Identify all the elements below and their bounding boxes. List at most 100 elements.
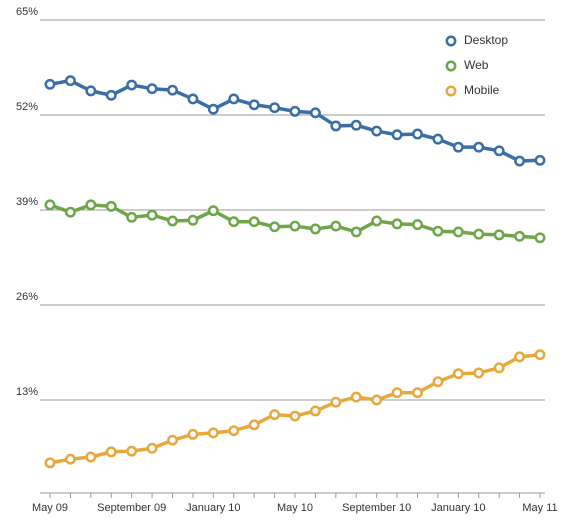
data-point bbox=[207, 427, 219, 439]
data-point bbox=[514, 155, 526, 167]
data-point bbox=[350, 119, 362, 131]
data-point bbox=[248, 216, 260, 228]
x-tick-label: May 09 bbox=[32, 502, 68, 514]
series bbox=[44, 75, 546, 167]
data-point bbox=[248, 419, 260, 431]
data-point bbox=[85, 85, 97, 97]
data-point bbox=[514, 230, 526, 242]
data-point bbox=[350, 226, 362, 238]
y-tick-label: 39% bbox=[16, 196, 38, 208]
data-point bbox=[146, 442, 158, 454]
data-point bbox=[330, 396, 342, 408]
data-point bbox=[146, 209, 158, 221]
legend-label: Desktop bbox=[464, 33, 508, 47]
data-point bbox=[309, 405, 321, 417]
data-point bbox=[514, 351, 526, 363]
data-point bbox=[187, 428, 199, 440]
data-point bbox=[64, 453, 76, 465]
data-point bbox=[44, 78, 56, 90]
data-point bbox=[432, 376, 444, 388]
data-point bbox=[105, 200, 117, 212]
data-point bbox=[493, 229, 505, 241]
data-point bbox=[187, 93, 199, 105]
legend-marker bbox=[445, 85, 457, 97]
data-point bbox=[350, 391, 362, 403]
data-point bbox=[412, 128, 423, 140]
data-point bbox=[391, 129, 403, 141]
data-point bbox=[105, 89, 117, 101]
data-point bbox=[126, 211, 138, 223]
data-point bbox=[187, 214, 199, 226]
data-point bbox=[289, 105, 301, 117]
data-point bbox=[269, 221, 281, 233]
data-point bbox=[371, 125, 383, 137]
data-point bbox=[85, 451, 97, 463]
x-tick-label: January 10 bbox=[186, 502, 240, 514]
data-point bbox=[44, 457, 56, 469]
data-point bbox=[391, 387, 403, 399]
data-point bbox=[452, 141, 464, 153]
data-point bbox=[330, 220, 342, 232]
data-point bbox=[228, 93, 240, 105]
data-point bbox=[167, 434, 178, 446]
data-point bbox=[289, 410, 301, 422]
data-point bbox=[432, 133, 444, 145]
data-point bbox=[473, 141, 485, 153]
x-tick-label: September 10 bbox=[342, 502, 411, 514]
data-point bbox=[228, 216, 240, 228]
data-point bbox=[371, 394, 383, 406]
data-point bbox=[289, 220, 301, 232]
data-point bbox=[371, 215, 383, 227]
data-point bbox=[105, 446, 117, 458]
data-point bbox=[452, 368, 464, 380]
legend-marker bbox=[445, 60, 457, 72]
series bbox=[44, 349, 546, 469]
data-point bbox=[432, 225, 444, 237]
data-point bbox=[126, 445, 138, 457]
legend-marker bbox=[445, 35, 457, 47]
legend-label: Web bbox=[464, 58, 489, 72]
data-point bbox=[228, 425, 240, 437]
data-point bbox=[330, 120, 342, 132]
data-point bbox=[44, 199, 56, 211]
series-line bbox=[49, 352, 541, 465]
data-point bbox=[493, 145, 505, 157]
data-point bbox=[248, 99, 260, 111]
data-point bbox=[493, 362, 505, 374]
data-point bbox=[473, 367, 485, 379]
data-point bbox=[207, 205, 219, 217]
data-point bbox=[391, 218, 403, 230]
data-point bbox=[269, 102, 281, 114]
data-point bbox=[534, 232, 546, 244]
data-point bbox=[269, 409, 281, 421]
y-tick-label: 52% bbox=[16, 101, 38, 113]
data-point bbox=[146, 83, 158, 95]
x-tick-label: May 11 bbox=[522, 502, 557, 514]
data-point bbox=[412, 219, 423, 231]
x-tick-label: January 10 bbox=[431, 502, 485, 514]
y-tick-label: 65% bbox=[16, 6, 38, 18]
legend-label: Mobile bbox=[464, 83, 500, 97]
series bbox=[44, 199, 546, 244]
data-point bbox=[309, 223, 321, 235]
data-point bbox=[534, 154, 546, 166]
data-point bbox=[85, 199, 97, 211]
x-tick-label: May 10 bbox=[277, 502, 313, 514]
data-point bbox=[309, 107, 321, 119]
data-point bbox=[473, 228, 485, 240]
data-point bbox=[167, 215, 178, 227]
x-tick-label: September 09 bbox=[97, 502, 166, 514]
data-point bbox=[207, 103, 219, 115]
legend: Desktop Web Mobile bbox=[445, 33, 508, 97]
data-point bbox=[64, 206, 76, 218]
data-point bbox=[534, 349, 546, 361]
y-tick-label: 13% bbox=[16, 386, 38, 398]
data-point bbox=[412, 387, 423, 399]
data-point bbox=[126, 79, 138, 91]
y-tick-label: 26% bbox=[16, 291, 38, 303]
data-point bbox=[452, 226, 464, 238]
data-point bbox=[167, 84, 178, 96]
data-point bbox=[64, 75, 76, 87]
